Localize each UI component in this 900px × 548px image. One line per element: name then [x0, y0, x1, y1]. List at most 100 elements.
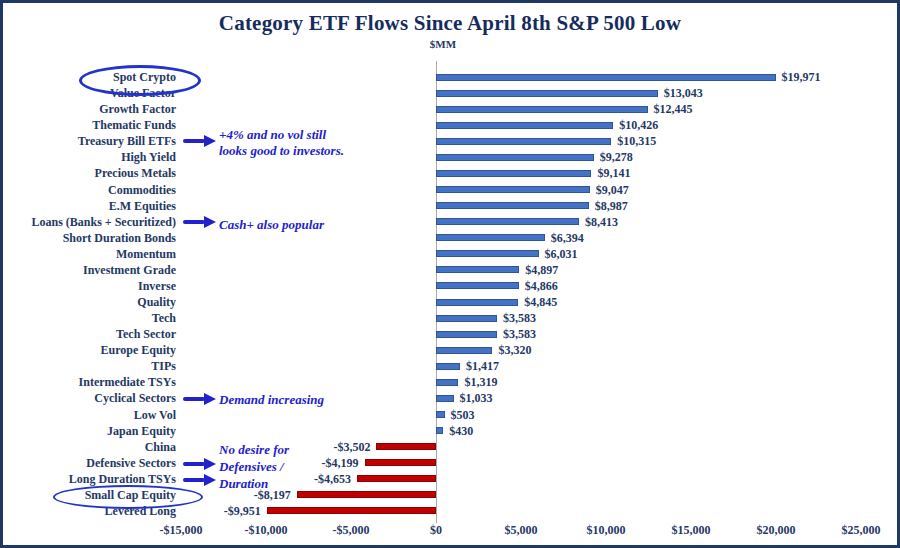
bar: [436, 106, 648, 113]
bar: [436, 170, 591, 177]
value-label: $3,583: [503, 326, 536, 342]
category-label: Long Duration TSYs: [3, 471, 176, 487]
bar: [436, 122, 613, 129]
annotation-defensives: No desire for Defensives / Duration: [219, 441, 339, 492]
x-axis-tick-label: $25,000: [816, 523, 900, 538]
bar: [436, 90, 658, 97]
bar: [436, 218, 579, 225]
category-label: China: [3, 439, 176, 455]
arrow-head: [204, 216, 216, 228]
category-label: Tech Sector: [3, 326, 176, 342]
arrow-head: [204, 393, 216, 405]
x-axis-tick-label: -$5,000: [306, 523, 396, 538]
x-axis-tick-label: -$10,000: [221, 523, 311, 538]
bar: [436, 186, 590, 193]
circle-highlight-spot-crypto: [79, 65, 201, 96]
bar: [436, 395, 454, 402]
bar: [436, 234, 545, 241]
annotation-arrow-icon: [183, 216, 216, 228]
bar: [297, 491, 436, 498]
x-axis-tick-label: $5,000: [476, 523, 566, 538]
category-label: Loans (Banks + Securitized): [3, 214, 176, 230]
category-label: Investment Grade: [3, 262, 176, 278]
annotation-loans: Cash+ also popular: [219, 217, 379, 233]
annotation-arrow-icon: [183, 393, 216, 405]
x-axis-tick-label: $10,000: [561, 523, 651, 538]
value-label: $12,445: [654, 101, 693, 117]
x-axis-tick-label: $15,000: [646, 523, 736, 538]
annotation-arrow-icon: [183, 458, 216, 470]
bar: [267, 507, 436, 514]
category-label: TIPs: [3, 358, 176, 374]
value-label: $4,897: [525, 262, 558, 278]
value-label: $4,845: [524, 294, 557, 310]
arrow-head: [204, 135, 216, 147]
value-label: $9,278: [600, 149, 633, 165]
bar: [365, 459, 436, 466]
bar: [436, 266, 519, 273]
chart-units-label: $MM: [403, 38, 483, 50]
chart-frame: Category ETF Flows Since April 8th S&P 5…: [0, 0, 900, 548]
bar: [436, 282, 519, 289]
value-label: $10,315: [617, 133, 656, 149]
value-label: $4,866: [525, 278, 558, 294]
value-label: $13,043: [664, 85, 703, 101]
value-label: $8,413: [585, 214, 618, 230]
x-axis-tick-label: $0: [391, 523, 481, 538]
arrow-shaft: [183, 397, 205, 401]
value-label: -$9,951: [171, 503, 261, 519]
category-label: Commodities: [3, 182, 176, 198]
value-label: $6,031: [545, 246, 578, 262]
value-label: $19,971: [782, 69, 821, 85]
arrow-shaft: [183, 220, 205, 224]
category-label: Thematic Funds: [3, 117, 176, 133]
value-label: $3,320: [498, 342, 531, 358]
value-label: $1,033: [460, 390, 493, 406]
value-label: $10,426: [619, 117, 658, 133]
value-label: $8,987: [595, 198, 628, 214]
bar: [376, 443, 436, 450]
category-label: E.M Equities: [3, 198, 176, 214]
annotation-treasury-bills: +4% and no vol still looks good to inves…: [219, 127, 369, 159]
category-label: Precious Metals: [3, 165, 176, 181]
category-label: Low Vol: [3, 407, 176, 423]
bar: [436, 315, 497, 322]
arrow-shaft: [183, 478, 205, 482]
category-label: Growth Factor: [3, 101, 176, 117]
value-label: $9,141: [597, 165, 630, 181]
bar: [436, 74, 776, 81]
category-label: Defensive Sectors: [3, 455, 176, 471]
bar: [436, 411, 445, 418]
bar: [436, 202, 589, 209]
circle-highlight-small-cap-equity: [53, 485, 203, 509]
category-label: Europe Equity: [3, 342, 176, 358]
value-label: $1,417: [466, 358, 499, 374]
value-label: $503: [451, 407, 475, 423]
category-label: Momentum: [3, 246, 176, 262]
arrow-shaft: [183, 139, 205, 143]
value-label: $3,583: [503, 310, 536, 326]
arrow-shaft: [183, 462, 205, 466]
category-label: Japan Equity: [3, 423, 176, 439]
category-label: High Yield: [3, 149, 176, 165]
bar: [436, 427, 443, 434]
bar: [436, 138, 611, 145]
bar: [357, 475, 436, 482]
category-label: Intermediate TSYs: [3, 374, 176, 390]
x-axis-tick-label: $20,000: [731, 523, 821, 538]
annotation-cyclical: Demand increasing: [219, 392, 379, 408]
bar: [436, 250, 539, 257]
x-axis-tick-label: -$15,000: [136, 523, 226, 538]
value-label: $430: [449, 423, 473, 439]
bar: [436, 331, 497, 338]
bar: [436, 347, 492, 354]
category-label: Quality: [3, 294, 176, 310]
category-label: Short Duration Bonds: [3, 230, 176, 246]
category-label: Tech: [3, 310, 176, 326]
bar: [436, 363, 460, 370]
annotation-arrow-icon: [183, 135, 216, 147]
arrow-head: [204, 474, 216, 486]
value-label: $1,319: [464, 374, 497, 390]
value-label: $6,394: [551, 230, 584, 246]
bar: [436, 379, 458, 386]
